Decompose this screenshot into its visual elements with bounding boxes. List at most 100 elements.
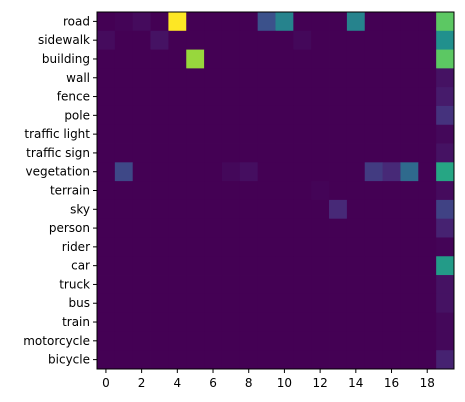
- heatmap-cell: [329, 256, 348, 276]
- heatmap-cell: [239, 181, 259, 201]
- heatmap-cell: [257, 256, 276, 276]
- heatmap-cell: [311, 124, 330, 144]
- heatmap-cell: [186, 87, 205, 107]
- heatmap-cell: [114, 87, 134, 107]
- y-axis-labels: road sidewalk building wall fence pole traffic…: [23, 14, 90, 366]
- heatmap-cell: [329, 199, 348, 220]
- heatmap-cell: [400, 350, 419, 370]
- heatmap-cell: [221, 199, 241, 220]
- heatmap-cell: [436, 275, 455, 295]
- x-tick-label: 0: [102, 376, 110, 390]
- heatmap-cell: [418, 293, 437, 314]
- heatmap-cell: [257, 143, 276, 163]
- heatmap-cell: [257, 331, 276, 351]
- heatmap-cell: [221, 68, 241, 88]
- heatmap-cell: [204, 87, 223, 107]
- heatmap-cell: [150, 143, 169, 163]
- heatmap-cell: [400, 124, 419, 144]
- heatmap-cell: [186, 218, 205, 238]
- heatmap-cell: [97, 49, 116, 69]
- heatmap-cell: [257, 181, 276, 201]
- heatmap-cell: [97, 143, 116, 163]
- heatmap-cell: [364, 350, 383, 370]
- heatmap-cell: [114, 350, 134, 370]
- heatmap-cell: [257, 12, 276, 32]
- x-tick-label: 6: [209, 376, 217, 390]
- heatmap-cell: [293, 312, 312, 332]
- heatmap-cell: [275, 124, 294, 144]
- heatmap-cell: [364, 30, 383, 50]
- heatmap-cell: [221, 293, 241, 314]
- heatmap-cell: [168, 199, 187, 220]
- heatmap-cell: [221, 350, 241, 370]
- heatmap-cell: [275, 237, 294, 257]
- heatmap-cell: [221, 256, 241, 276]
- heatmap-cell: [186, 49, 205, 69]
- heatmap-cell: [168, 181, 187, 201]
- heatmap-cell: [346, 331, 366, 351]
- heatmap-cell: [168, 312, 187, 332]
- heatmap-cell: [364, 12, 383, 32]
- heatmap-cell: [221, 124, 241, 144]
- heatmap-cell: [97, 124, 116, 144]
- heatmap-cell: [97, 218, 116, 238]
- heatmap-cell: [239, 275, 259, 295]
- heatmap-cell: [114, 275, 134, 295]
- y-tick-label: fence: [57, 90, 90, 104]
- y-tick-label: wall: [66, 71, 90, 85]
- heatmap-cell: [97, 105, 116, 126]
- heatmap-cell: [221, 218, 241, 238]
- heatmap-cell: [329, 30, 348, 50]
- heatmap-cell: [150, 162, 169, 182]
- heatmap-cell: [150, 30, 169, 50]
- heatmap-cell: [346, 30, 366, 50]
- heatmap-cell: [132, 68, 151, 88]
- heatmap-cell: [221, 143, 241, 163]
- heatmap-cell: [114, 199, 134, 220]
- heatmap-cell: [186, 30, 205, 50]
- x-axis-labels: 0 2 4 6 8 10 12 14 16 18: [102, 376, 435, 390]
- heatmap-cell: [97, 312, 116, 332]
- x-tick-label: 14: [348, 376, 363, 390]
- heatmap-cell: [150, 331, 169, 351]
- heatmap-cell: [186, 256, 205, 276]
- heatmap-cell: [150, 68, 169, 88]
- heatmap-cell: [293, 293, 312, 314]
- heatmap-cell: [186, 350, 205, 370]
- heatmap-cell: [364, 68, 383, 88]
- heatmap-cell: [311, 199, 330, 220]
- heatmap-cell: [418, 331, 437, 351]
- heatmap-cell: [293, 143, 312, 163]
- heatmap-cell: [400, 30, 419, 50]
- heatmap-cell: [204, 143, 223, 163]
- heatmap-cell: [168, 87, 187, 107]
- heatmap-cell: [364, 331, 383, 351]
- heatmap-cell: [97, 87, 116, 107]
- heatmap-cell: [382, 30, 401, 50]
- heatmap-cell: [97, 181, 116, 201]
- heatmap-cell: [329, 331, 348, 351]
- heatmap-cell: [382, 350, 401, 370]
- heatmap-cell: [150, 87, 169, 107]
- heatmap-cell: [257, 105, 276, 126]
- heatmap-cell: [436, 162, 455, 182]
- heatmap-cell: [293, 218, 312, 238]
- heatmap-cell: [221, 49, 241, 69]
- heatmap-cell: [329, 293, 348, 314]
- heatmap-cell: [364, 256, 383, 276]
- heatmap-cell: [239, 87, 259, 107]
- heatmap-cell: [311, 162, 330, 182]
- heatmap-cell: [293, 87, 312, 107]
- heatmap-cell: [239, 350, 259, 370]
- heatmap-cell: [204, 49, 223, 69]
- heatmap-cell: [364, 49, 383, 69]
- heatmap-cell: [418, 143, 437, 163]
- heatmap-cell: [436, 331, 455, 351]
- heatmap-cell: [275, 143, 294, 163]
- heatmap-cells: [97, 12, 455, 370]
- heatmap-cell: [114, 237, 134, 257]
- heatmap-cell: [346, 199, 366, 220]
- y-tick-label: bicycle: [48, 353, 90, 367]
- heatmap-cell: [257, 199, 276, 220]
- heatmap-cell: [204, 162, 223, 182]
